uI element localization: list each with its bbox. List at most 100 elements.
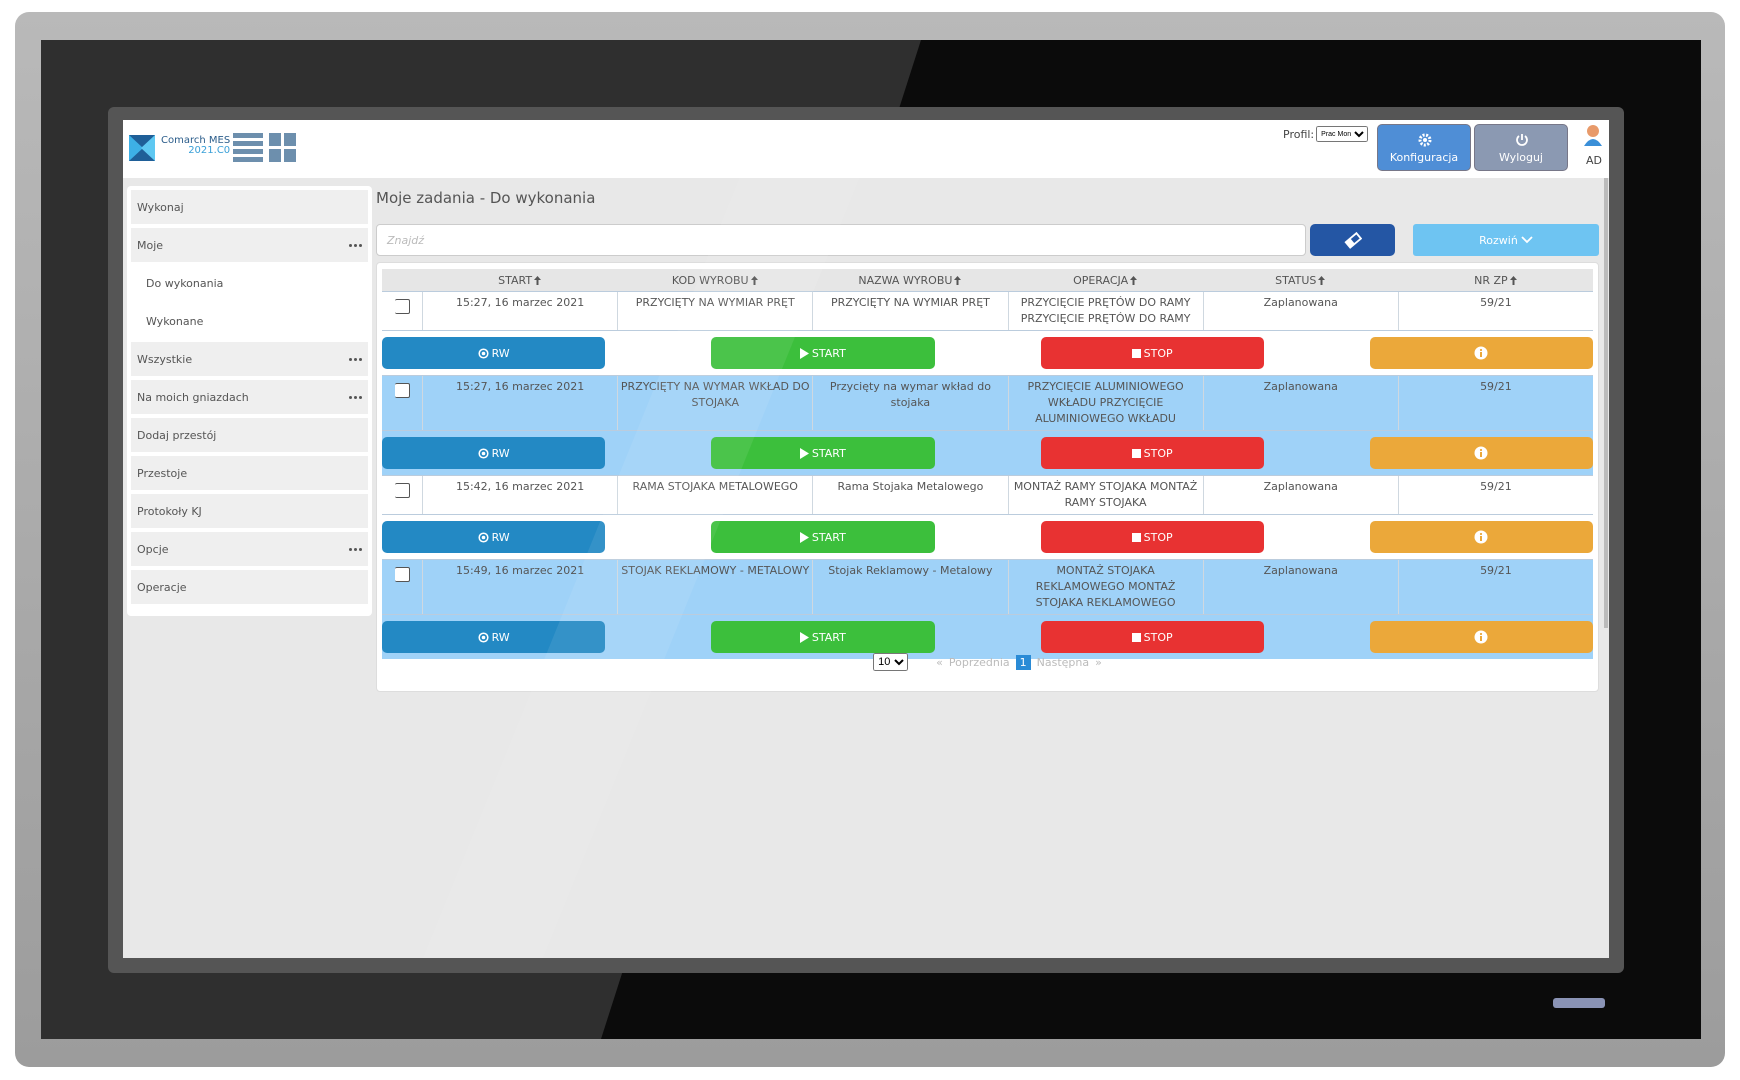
expand-button[interactable]: Rozwiń	[1413, 224, 1599, 256]
sidebar-label: Wszystkie	[137, 352, 193, 366]
cell: 59/21	[1397, 376, 1593, 430]
info-button[interactable]	[1369, 337, 1593, 369]
start-button[interactable]: START	[711, 621, 935, 653]
task-row: 15:27, 16 marzec 2021 PRZYCIĘTY NA WYMIAR…	[382, 291, 1593, 330]
cell: Stojak Reklamowy - Metalowy	[812, 560, 1007, 614]
stop-button[interactable]: STOP	[1040, 337, 1264, 369]
table-header: START KOD WYROBU NAZWA WYROBU OPERACJA STATU…	[382, 269, 1593, 291]
cell: MONTAŻ STOJAKA REKLAMOWEGO MONTAŻ STOJAK…	[1007, 560, 1203, 614]
logout-label: Wyloguj	[1499, 151, 1543, 164]
stop-button[interactable]: STOP	[1040, 521, 1264, 553]
sidebar-item[interactable]: Do wykonania	[131, 266, 368, 300]
cell: Zaplanowana	[1202, 376, 1398, 430]
current-page[interactable]: 1	[1015, 654, 1031, 670]
rw-button[interactable]: RW	[382, 521, 606, 553]
power-icon	[1516, 134, 1528, 146]
more-dots	[349, 395, 362, 399]
user-name: AD	[1586, 154, 1602, 167]
column-header[interactable]: START	[422, 274, 617, 287]
checkbox[interactable]	[394, 483, 410, 498]
sidebar-item[interactable]: Na moich gniazdach	[131, 380, 368, 414]
column-header[interactable]: NAZWA WYROBU	[812, 274, 1007, 287]
checkbox[interactable]	[394, 299, 410, 314]
column-header[interactable]: OPERACJA	[1008, 274, 1203, 287]
column-header[interactable]: STATUS	[1203, 274, 1398, 287]
rw-button[interactable]: RW	[382, 337, 606, 369]
start-button[interactable]: START	[711, 437, 935, 469]
config-button[interactable]: Konfiguracja	[1377, 124, 1471, 171]
dot	[349, 357, 352, 361]
button-label: RW	[491, 630, 510, 644]
checkbox[interactable]	[394, 567, 410, 582]
more-dots	[349, 243, 362, 247]
column-title: START	[498, 273, 533, 287]
column-title: NR ZP	[1474, 273, 1508, 287]
rw-button[interactable]: RW	[382, 621, 606, 653]
sidebar-item[interactable]: Moje	[131, 228, 368, 262]
brand-name: Comarch MES	[161, 135, 231, 146]
sidebar-item[interactable]: Protokoły KJ	[131, 494, 368, 528]
eraser-icon	[1344, 231, 1362, 249]
info-button[interactable]	[1369, 521, 1593, 553]
sidebar-item[interactable]: Wykonane	[131, 304, 368, 338]
clear-button[interactable]	[1310, 224, 1395, 256]
rw-button[interactable]: RW	[382, 437, 606, 469]
start-button[interactable]: START	[711, 521, 935, 553]
dot	[359, 357, 362, 361]
screen: Comarch MES 2021.C0 Profil: Prac Mon Konfi…	[123, 120, 1609, 958]
button-row: RW START STOP	[382, 514, 1593, 559]
button-icon	[1131, 348, 1141, 358]
sidebar-item[interactable]: Dodaj przestój	[131, 418, 368, 452]
button-row: RW START STOP	[382, 330, 1593, 375]
sidebar-item[interactable]: Operacje	[131, 570, 368, 604]
stop-button[interactable]: STOP	[1040, 621, 1264, 653]
task-row: 15:42, 16 marzec 2021 RAMA STOJAKA METALO…	[382, 475, 1593, 514]
logout-button[interactable]: Wyloguj	[1474, 124, 1568, 171]
task-row: 15:27, 16 marzec 2021 PRZYCIĘTY NA WYMAR …	[382, 375, 1593, 430]
sidebar-item[interactable]: Opcje	[131, 532, 368, 566]
profile-select[interactable]: Prac Mon	[1316, 126, 1369, 142]
button-label: START	[811, 630, 846, 644]
cell: STOJAK REKLAMOWY - METALOWY	[617, 560, 812, 614]
column-title: NAZWA WYROBU	[858, 273, 953, 287]
cell: 59/21	[1397, 560, 1593, 614]
button-label: RW	[491, 346, 510, 360]
next-link[interactable]: Następna	[1036, 655, 1090, 669]
expand-label: Rozwiń	[1479, 233, 1518, 247]
gear-icon	[1418, 133, 1432, 147]
next-arrow: »	[1095, 655, 1102, 669]
search-input[interactable]: Znajdź	[376, 224, 1306, 256]
sidebar-item[interactable]: Wszystkie	[131, 342, 368, 376]
sort-arrow	[1318, 275, 1326, 285]
cell: Zaplanowana	[1202, 476, 1398, 514]
column-title: OPERACJA	[1073, 273, 1129, 287]
pagination: 10 « Poprzednia 1 Następna »	[377, 653, 1598, 671]
select-cell	[382, 292, 422, 330]
more-dots	[349, 547, 362, 551]
start-button[interactable]: START	[711, 337, 935, 369]
info-button[interactable]	[1369, 437, 1593, 469]
column-header[interactable]: NR ZP	[1398, 274, 1593, 287]
sidebar-label: Przestoje	[137, 466, 188, 480]
cell: Rama Stojaka Metalowego	[812, 476, 1007, 514]
column-header[interactable]: KOD WYROBU	[617, 274, 812, 287]
sidebar-label: Do wykonania	[146, 276, 224, 290]
checkbox[interactable]	[394, 383, 410, 398]
sidebar-item[interactable]: Przestoje	[131, 456, 368, 490]
profile-label: Profil:	[1283, 127, 1315, 141]
cell: PRZYCIĘTY NA WYMAR WKŁAD DO STOJAKA	[617, 376, 812, 430]
sidebar-item[interactable]: Wykonaj	[131, 190, 368, 224]
stop-button[interactable]: STOP	[1040, 437, 1264, 469]
prev-link[interactable]: Poprzednia	[948, 655, 1010, 669]
button-label: RW	[491, 446, 510, 460]
cell: 15:27, 16 marzec 2021	[422, 292, 617, 330]
sidebar-label: Opcje	[137, 542, 169, 556]
cell: PRZYCIĘTY NA WYMIAR PRĘT	[812, 292, 1007, 330]
dot	[349, 243, 352, 247]
view-toggles[interactable]	[233, 133, 299, 163]
sidebar-label: Protokoły KJ	[137, 504, 202, 518]
page-size[interactable]: 10	[873, 653, 909, 671]
logo	[129, 135, 155, 161]
sidebar-label: Wykonane	[146, 314, 204, 328]
info-button[interactable]	[1369, 621, 1593, 653]
